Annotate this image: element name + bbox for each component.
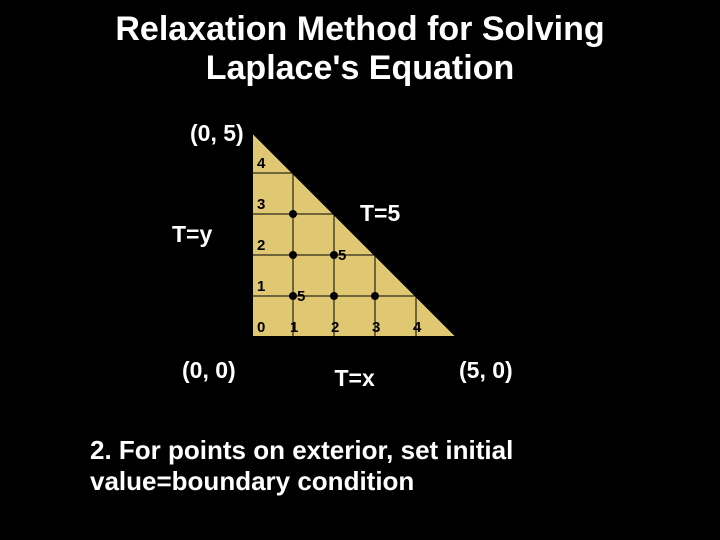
hyp-tick-label: 5 [297,288,305,305]
x-tick-label: 2 [331,319,339,336]
triangle-region [252,132,457,337]
corner-label-br: (5, 0) [459,357,513,384]
y-tick-label: 5 [257,114,265,131]
boundary-label-left: T=y [172,221,212,248]
y-tick-label: 0 [257,319,265,336]
slide-caption: 2. For points on exterior, set initial v… [90,435,650,497]
boundary-label-hyp: T=5 [360,200,400,227]
x-tick-label: 3 [372,319,380,336]
title-line2: Laplace's Equation [206,49,515,87]
grid-dot [289,251,297,259]
y-tick-label: 2 [257,237,265,254]
corner-label-tl: (0, 5) [190,120,244,147]
title-line1: Relaxation Method for Solving [115,10,604,48]
x-tick-label: 1 [290,319,298,336]
grid-dot [330,251,338,259]
boundary-label-bottom: T=x [335,365,375,392]
grid-dot [289,292,297,300]
hyp-tick-label: 5 [420,165,428,182]
slide-title: Relaxation Method for Solving Laplace's … [0,10,720,88]
grid-dot [371,292,379,300]
y-tick-label: 4 [257,155,265,172]
x-tick-label: 5 [454,319,462,336]
corner-label-bl: (0, 0) [182,357,236,384]
x-tick-label: 4 [413,319,421,336]
caption-text: 2. For points on exterior, set initial v… [90,435,513,496]
grid-dot [330,292,338,300]
y-tick-label: 1 [257,278,265,295]
y-tick-label: 3 [257,196,265,213]
grid-dot [289,210,297,218]
hyp-tick-label: 5 [338,247,346,264]
triangle-diagram: 012345123455555 [252,132,457,337]
